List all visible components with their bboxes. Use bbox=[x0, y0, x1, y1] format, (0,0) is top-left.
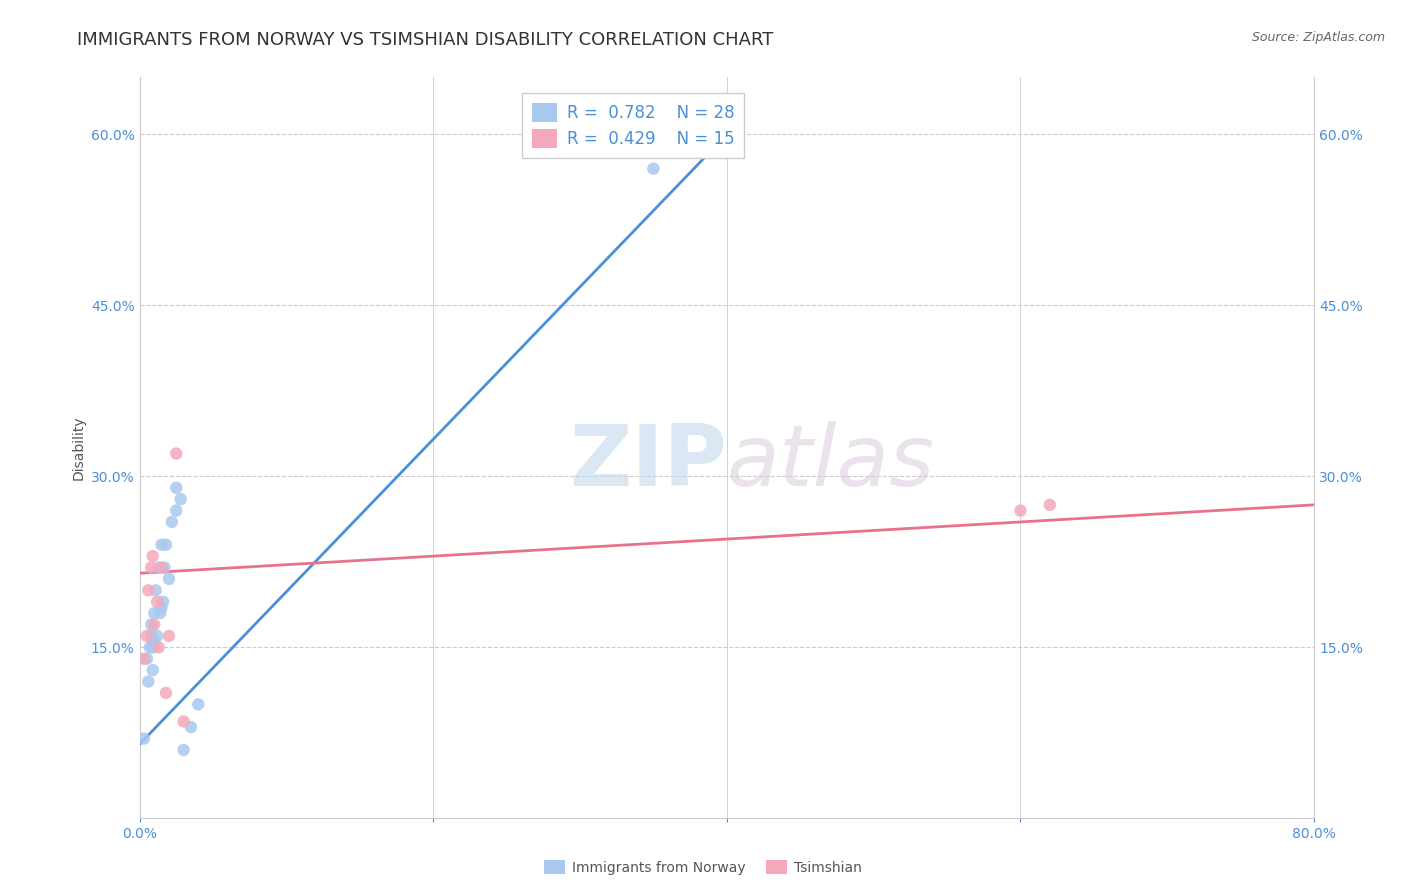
Point bbox=[139, 640, 162, 655]
Point bbox=[146, 595, 169, 609]
Point bbox=[150, 560, 173, 574]
Point bbox=[165, 481, 187, 495]
Point bbox=[169, 492, 191, 507]
Text: Source: ZipAtlas.com: Source: ZipAtlas.com bbox=[1251, 31, 1385, 45]
Point bbox=[160, 515, 183, 529]
Point bbox=[1039, 498, 1062, 512]
Point bbox=[150, 538, 173, 552]
Point bbox=[155, 686, 177, 700]
Point bbox=[153, 560, 176, 574]
Point bbox=[173, 714, 195, 729]
Point bbox=[165, 446, 187, 460]
Point bbox=[142, 549, 165, 563]
Point bbox=[173, 743, 195, 757]
Point bbox=[150, 600, 173, 615]
Point bbox=[138, 674, 160, 689]
Point bbox=[142, 663, 165, 677]
Point bbox=[143, 634, 166, 648]
Point bbox=[165, 503, 187, 517]
Legend: R =  0.782    N = 28, R =  0.429    N = 15: R = 0.782 N = 28, R = 0.429 N = 15 bbox=[522, 93, 744, 159]
Point bbox=[145, 583, 167, 598]
Legend: Immigrants from Norway, Tsimshian: Immigrants from Norway, Tsimshian bbox=[538, 855, 868, 880]
Point bbox=[141, 560, 163, 574]
Point bbox=[149, 606, 172, 620]
Point bbox=[155, 538, 177, 552]
Point bbox=[132, 651, 155, 665]
Point bbox=[141, 629, 163, 643]
Point bbox=[148, 560, 170, 574]
Point bbox=[1010, 503, 1032, 517]
Point bbox=[180, 720, 202, 734]
Point bbox=[138, 583, 160, 598]
Point bbox=[187, 698, 209, 712]
Point bbox=[143, 617, 166, 632]
Point bbox=[148, 640, 170, 655]
Point bbox=[152, 595, 174, 609]
Point bbox=[141, 617, 163, 632]
Point bbox=[142, 640, 165, 655]
Point bbox=[135, 629, 157, 643]
Point bbox=[132, 731, 155, 746]
Text: ZIP: ZIP bbox=[569, 421, 727, 504]
Text: atlas: atlas bbox=[727, 421, 935, 504]
Text: IMMIGRANTS FROM NORWAY VS TSIMSHIAN DISABILITY CORRELATION CHART: IMMIGRANTS FROM NORWAY VS TSIMSHIAN DISA… bbox=[77, 31, 773, 49]
Y-axis label: Disability: Disability bbox=[72, 416, 86, 480]
Point bbox=[146, 629, 169, 643]
Point bbox=[643, 161, 665, 176]
Point bbox=[143, 606, 166, 620]
Point bbox=[135, 651, 157, 665]
Point bbox=[157, 572, 180, 586]
Point bbox=[157, 629, 180, 643]
